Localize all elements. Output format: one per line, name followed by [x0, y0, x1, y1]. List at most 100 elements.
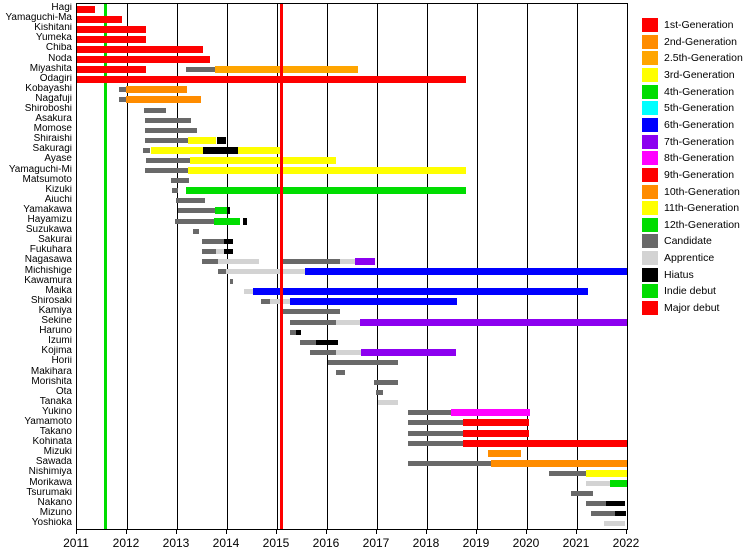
- x-tick: [76, 529, 77, 534]
- timeline-bar-g1: [77, 66, 146, 74]
- timeline-bar-candidate: [408, 410, 451, 416]
- timeline-bar-g7: [354, 257, 375, 265]
- legend-swatch-g6: [642, 117, 658, 132]
- member-label: Yoshioka: [31, 517, 72, 528]
- timeline-bar-g4: [186, 187, 466, 195]
- timeline-bar-apprentice: [243, 289, 253, 295]
- timeline-bar-g3: [237, 146, 280, 154]
- timeline-bar-g2_5: [214, 66, 358, 74]
- member-label: Michishige: [24, 265, 72, 276]
- member-label: Sekine: [41, 316, 72, 327]
- legend-label: Apprentice: [664, 252, 715, 265]
- legend-label: 4th-Generation: [664, 85, 735, 98]
- legend-swatch-g2: [642, 34, 658, 49]
- legend-swatch-candidate: [642, 234, 658, 249]
- member-label: Sawada: [35, 457, 72, 468]
- timeline-bar-apprentice: [336, 319, 360, 325]
- timeline-bar-apprentice: [339, 258, 355, 264]
- timeline-bar-g6: [289, 298, 457, 306]
- year-gridline: [426, 4, 428, 529]
- member-label: Nagasawa: [24, 255, 72, 266]
- member-label: Makihara: [30, 366, 72, 377]
- x-tick-label: 2012: [112, 536, 140, 550]
- timeline-bar-g11: [586, 469, 627, 477]
- legend-swatch-g1: [642, 18, 658, 32]
- timeline-bar-candidate: [143, 147, 150, 153]
- x-tick: [326, 529, 327, 534]
- y-axis-member-labels: Hagi Yamaguchi-Ma Kishitani Yumeka Chiba Noda…: [0, 3, 72, 528]
- timeline-bar-hiatus: [223, 238, 233, 244]
- timeline-bar-apprentice: [586, 481, 610, 487]
- timeline-bar-candidate: [145, 157, 190, 163]
- legend-label: 7th-Generation: [664, 135, 735, 148]
- legend-swatch-g12: [642, 217, 658, 232]
- x-tick-label: 2015: [262, 536, 290, 550]
- year-gridline: [326, 4, 328, 529]
- year-gridline: [276, 4, 278, 529]
- x-tick-label: 2011: [63, 536, 89, 550]
- year-gridline: [576, 4, 578, 529]
- timeline-bar-candidate: [376, 390, 383, 396]
- legend-swatch-g3: [642, 67, 658, 82]
- member-label: Kobayashi: [25, 83, 72, 94]
- member-label: Haruno: [39, 326, 72, 337]
- x-tick: [176, 529, 177, 534]
- member-label: Nagafuji: [35, 93, 72, 104]
- x-tick-label: 2018: [412, 536, 440, 550]
- timeline-bar-candidate: [145, 127, 197, 133]
- legend-swatch-g4: [642, 84, 658, 99]
- timeline-bar-g6: [253, 288, 588, 296]
- member-label: Momose: [33, 124, 72, 135]
- x-tick-label: 2014: [212, 536, 240, 550]
- timeline-bar-candidate: [202, 238, 224, 244]
- member-label: Mizuki: [43, 447, 72, 458]
- member-label: Izumi: [48, 336, 72, 347]
- plot-area: [76, 3, 628, 530]
- timeline-bar-candidate: [145, 117, 191, 123]
- timeline-bar-candidate: [585, 501, 606, 507]
- timeline-bar-g9: [462, 439, 627, 447]
- timeline-bar-candidate: [144, 107, 166, 113]
- legend-label: Major debut: [664, 302, 720, 315]
- timeline-bar-candidate: [408, 460, 491, 466]
- timeline-bar-candidate: [178, 208, 215, 214]
- member-label: Kohinata: [32, 437, 72, 448]
- member-label: Tsurumaki: [26, 487, 72, 498]
- timeline-bar-hiatus: [242, 217, 247, 225]
- member-label: Matsumoto: [22, 174, 72, 185]
- timeline-bar-g1: [77, 56, 210, 64]
- year-gridline: [176, 4, 178, 529]
- member-label: Kawamura: [24, 275, 72, 286]
- x-axis-year-labels: 2011 2012 2013 2014 2015 2016 2017 2018 2019 2020…: [0, 528, 750, 550]
- member-label: Morikawa: [29, 477, 72, 488]
- member-label: Nakano: [37, 497, 72, 508]
- member-label: Ayase: [44, 154, 72, 165]
- member-label: Kizuki: [45, 184, 72, 195]
- member-label: Miyashita: [29, 63, 72, 74]
- timeline-bar-candidate: [172, 188, 178, 194]
- x-tick: [276, 529, 277, 534]
- year-gridline: [226, 4, 228, 529]
- x-tick: [226, 529, 227, 534]
- timeline-bar-apprentice: [603, 521, 625, 527]
- timeline-bar-g9: [462, 429, 529, 437]
- member-label: Hagi: [51, 3, 72, 14]
- legend-label: Candidate: [664, 235, 712, 248]
- timeline-bar-g8: [451, 409, 530, 417]
- legend-swatch-g11: [642, 201, 658, 216]
- major-debut-line: [280, 4, 283, 529]
- timeline-bar-candidate: [261, 299, 270, 305]
- timeline-bar-apprentice: [217, 258, 259, 264]
- timeline-bar-candidate: [281, 258, 340, 264]
- timeline-bar-hiatus: [223, 248, 233, 254]
- timeline-bar-candidate: [408, 440, 463, 446]
- timeline-bar-candidate: [289, 319, 336, 325]
- timeline-bar-g7: [361, 348, 456, 356]
- legend-label: 1st-Generation: [664, 19, 734, 31]
- member-label: Sakuragi: [32, 144, 72, 155]
- legend-swatch-hiatus: [642, 267, 658, 282]
- x-tick: [426, 529, 427, 534]
- legend-label: 6th-Generation: [664, 118, 735, 131]
- member-label: Shiroboshi: [24, 104, 72, 114]
- member-label: Nishimiya: [28, 467, 72, 478]
